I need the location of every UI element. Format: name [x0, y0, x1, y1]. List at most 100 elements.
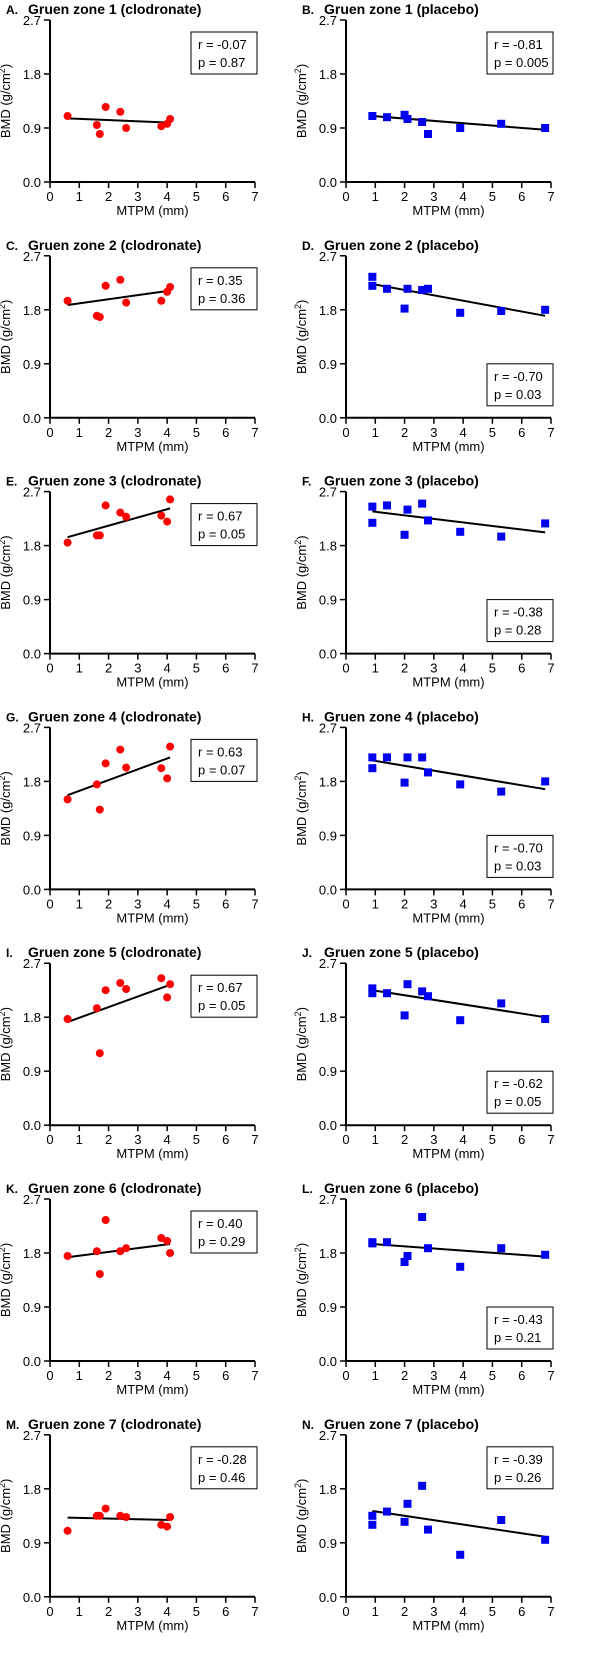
data-point	[122, 1513, 131, 1521]
x-tick-label: 0	[342, 1368, 349, 1383]
x-tick-label: 2	[105, 189, 112, 204]
data-point	[403, 115, 412, 123]
data-point	[368, 1511, 377, 1520]
data-point	[383, 113, 391, 122]
y-axis-label: BMD (g/cm2)	[0, 64, 13, 138]
data-point	[400, 1258, 409, 1266]
stats-box-frame	[190, 974, 258, 1018]
x-tick-label: 0	[342, 189, 349, 204]
panel-letter: J.	[302, 946, 312, 960]
x-tick-label: 3	[134, 1368, 141, 1383]
x-tick-label: 1	[76, 1604, 83, 1619]
y-tick-label: 2.7	[23, 956, 41, 971]
x-tick-label: 6	[518, 425, 525, 440]
data-point	[541, 305, 550, 314]
data-point	[541, 519, 550, 528]
x-tick-label: 4	[460, 896, 467, 911]
y-tick-label: 0.9	[23, 357, 41, 372]
data-point	[95, 1270, 104, 1278]
y-axis-label: BMD (g/cm2)	[293, 1007, 309, 1081]
data-point	[497, 532, 506, 541]
data-point	[101, 1504, 110, 1513]
data-point	[101, 1216, 110, 1224]
stats-r: r = -0.70	[494, 369, 543, 384]
x-tick-label: 1	[372, 425, 379, 440]
panel-title: Gruen zone 2 (placebo)	[324, 237, 479, 253]
data-point	[368, 764, 377, 773]
regression-line	[372, 1243, 546, 1258]
stats-r: r = -0.81	[494, 37, 543, 52]
x-tick-label: 5	[489, 425, 496, 440]
y-axis-label-close: )	[294, 1479, 309, 1483]
panel-title: Gruen zone 5 (placebo)	[324, 944, 479, 960]
data-point	[157, 764, 166, 773]
panel-title: Gruen zone 3 (clodronate)	[28, 473, 201, 489]
panel-letter: N.	[302, 1418, 314, 1432]
x-tick-label: 2	[401, 189, 408, 204]
data-point	[403, 505, 412, 514]
x-tick-label: 5	[193, 1132, 200, 1147]
stats-r: r = 0.40	[198, 1216, 242, 1231]
y-tick-label: 1.8	[23, 539, 41, 554]
y-tick-label: 0.9	[319, 1300, 337, 1315]
data-point	[497, 307, 506, 315]
data-point	[116, 745, 125, 754]
x-tick-label: 6	[222, 661, 229, 676]
y-tick-label: 0.9	[319, 1536, 337, 1551]
x-tick-label: 6	[222, 1368, 229, 1383]
panel-e: E. Gruen zone 3 (clodronate) 0 1 2 3 4 5 6 7 0.0 0.…	[0, 473, 259, 690]
x-tick-label: 3	[430, 896, 437, 911]
y-axis-label-close: )	[0, 64, 13, 68]
stats-r: r = 0.63	[198, 744, 242, 759]
y-tick-label: 2.7	[319, 1192, 337, 1207]
stats-p: p = 0.26	[494, 1470, 541, 1485]
x-tick-label: 7	[251, 896, 258, 911]
y-tick-label: 0.0	[319, 1590, 337, 1605]
y-axis-label: BMD (g/cm2)	[293, 300, 309, 374]
data-point	[418, 987, 427, 996]
y-axis-label-sup: 2	[293, 1483, 303, 1488]
x-tick-label: 0	[46, 1368, 53, 1383]
data-point	[92, 1247, 101, 1256]
y-tick-label: 1.8	[319, 1010, 337, 1025]
x-tick-label: 3	[134, 425, 141, 440]
x-axis-label: MTPM (mm)	[412, 675, 484, 690]
stats-p: p = 0.21	[494, 1330, 541, 1345]
x-tick-label: 5	[193, 189, 200, 204]
y-tick-label: 2.7	[319, 485, 337, 500]
x-tick-label: 1	[76, 1368, 83, 1383]
stats-r: r = -0.70	[494, 840, 543, 855]
stats-box-frame	[190, 1446, 258, 1490]
y-tick-label: 1.8	[319, 1246, 337, 1261]
x-tick-label: 0	[46, 661, 53, 676]
y-tick-label: 0.0	[23, 175, 41, 190]
stats-p: p = 0.29	[198, 1234, 245, 1249]
panel-letter: G.	[6, 710, 19, 724]
panel-l: L. Gruen zone 6 (placebo) 0 1 2 3 4 5 6 7 0.0 0.9 1.…	[293, 1180, 555, 1397]
y-tick-label: 1.8	[23, 303, 41, 318]
y-axis-label-text: BMD (g/cm	[0, 1016, 13, 1081]
data-point	[122, 763, 131, 772]
data-point	[95, 1511, 104, 1520]
stats-r: r = -0.62	[494, 1076, 543, 1091]
data-point	[403, 753, 412, 762]
x-tick-label: 6	[222, 1132, 229, 1147]
stats-box: r = 0.67 p = 0.05	[190, 503, 258, 547]
stats-box-frame	[486, 1446, 554, 1490]
y-axis-label-text: BMD (g/cm	[294, 1016, 309, 1081]
data-point	[157, 511, 166, 520]
y-tick-label: 2.7	[319, 720, 337, 735]
x-tick-label: 0	[342, 661, 349, 676]
x-tick-label: 5	[489, 896, 496, 911]
data-point	[424, 1244, 432, 1253]
stats-p: p = 0.005	[494, 55, 549, 70]
data-point	[456, 1550, 465, 1559]
data-point	[424, 516, 432, 525]
data-point	[541, 777, 550, 786]
data-point	[424, 1525, 432, 1534]
stats-r: r = -0.07	[198, 37, 247, 52]
x-tick-label: 0	[46, 425, 53, 440]
x-tick-label: 2	[105, 661, 112, 676]
data-point	[163, 517, 172, 526]
x-tick-label: 5	[193, 896, 200, 911]
